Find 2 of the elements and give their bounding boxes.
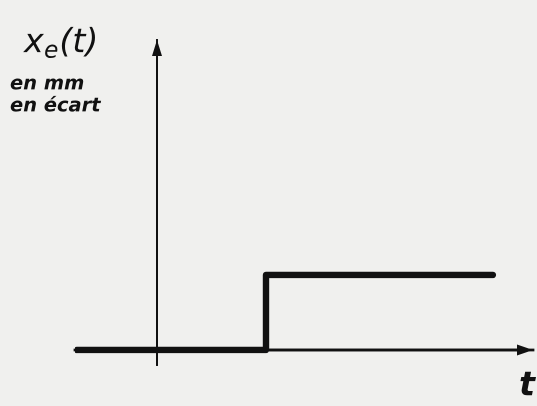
x-axis-title: t — [520, 372, 536, 396]
y-axis-title: x$_{e}$(t) en mm en écart — [10, 26, 102, 112]
